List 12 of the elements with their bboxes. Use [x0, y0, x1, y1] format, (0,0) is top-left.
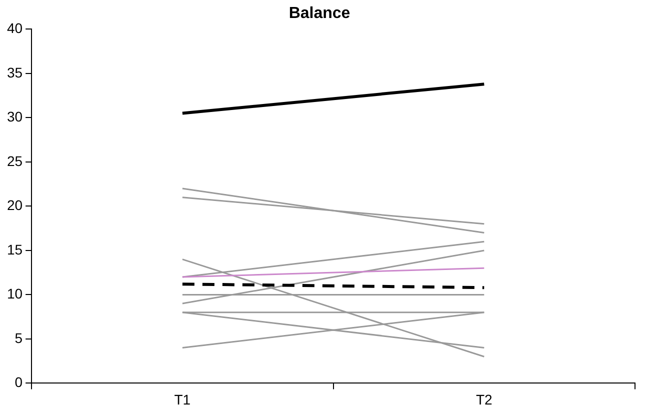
y-tick-label: 0 — [14, 374, 23, 390]
x-tick-label: T2 — [476, 391, 493, 408]
y-tick-label: 20 — [6, 197, 23, 214]
y-tick-label: 5 — [14, 330, 23, 346]
y-tick-label: 30 — [6, 108, 23, 125]
y-tick-label: 15 — [6, 241, 23, 258]
y-tick-label: 10 — [6, 286, 23, 302]
x-tick-label: T1 — [174, 391, 191, 408]
y-tick-label: 40 — [6, 20, 23, 36]
chart-title: Balance — [288, 5, 350, 22]
y-tick-label: 35 — [6, 64, 23, 80]
y-tick-label: 25 — [6, 152, 23, 169]
